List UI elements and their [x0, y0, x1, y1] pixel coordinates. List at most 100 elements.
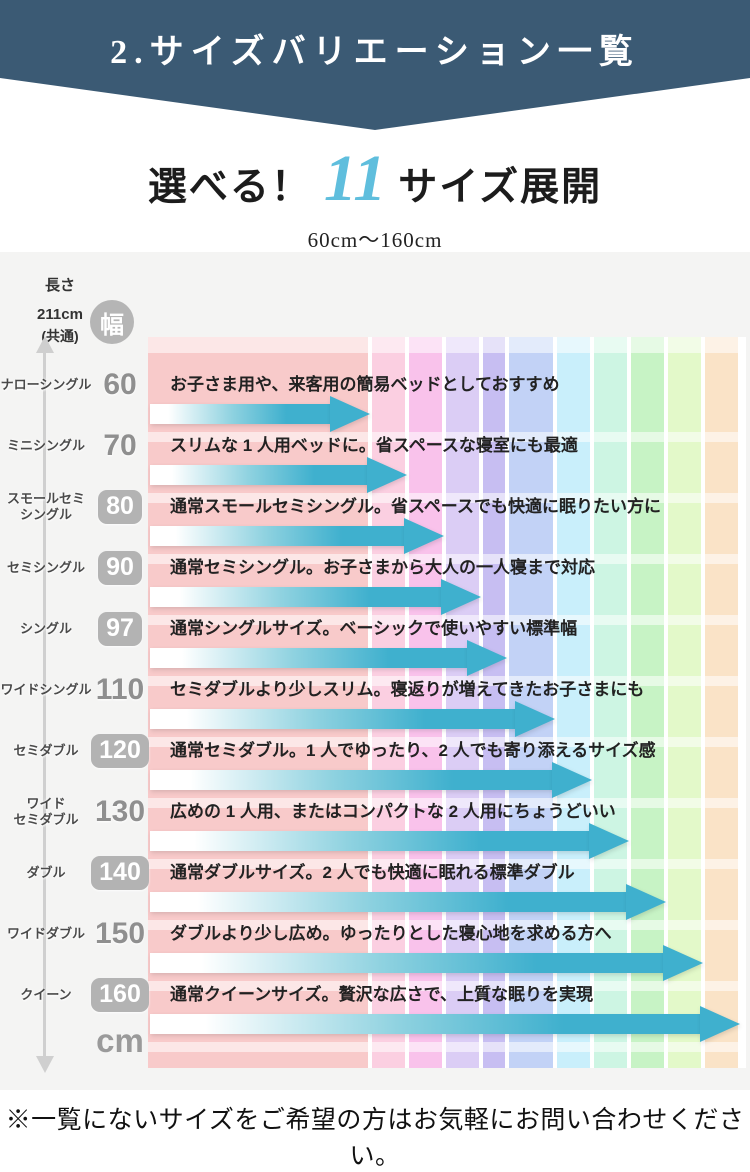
- size-arrow-shaft: [150, 831, 591, 851]
- size-arrow-head-icon: [404, 518, 444, 554]
- chart-stripe-130cm: [594, 337, 627, 1068]
- size-name-label: ワイド セミダブル: [0, 792, 92, 832]
- size-description: 通常セミシングル。お子さまから大人の一人寝まで対応: [170, 558, 595, 577]
- size-arrow-shaft: [150, 587, 443, 607]
- size-arrow-shaft: [150, 1014, 702, 1034]
- size-width-value: 130: [94, 795, 146, 828]
- size-count-number: 11: [323, 142, 387, 215]
- size-arrow-shaft: [150, 770, 554, 790]
- size-name-line: セミシングル: [6, 560, 85, 575]
- length-axis-unit: cm: [61, 306, 83, 323]
- size-width-value-boxed: 97: [98, 612, 142, 646]
- row-separator: [148, 554, 746, 564]
- size-arrow-head-icon: [467, 640, 507, 676]
- size-count-heading: 選べる！ 11 サイズ展開: [0, 146, 750, 218]
- section-banner-title: 2.サイズバリエーション一覧: [110, 34, 640, 71]
- vertical-length-arrow-shaft: [43, 352, 46, 1058]
- size-width-value: 150: [94, 917, 146, 950]
- size-name-line: シングル: [19, 507, 72, 522]
- size-arrow-head-icon: [330, 396, 370, 432]
- size-arrow-head-icon: [515, 701, 555, 737]
- size-description: 通常ダブルサイズ。2 人でも快適に眠れる標準ダブル: [170, 863, 575, 882]
- size-width-value-wrap: 110: [92, 670, 148, 710]
- size-width-value-wrap: 70: [92, 426, 148, 466]
- size-width-value-boxed: 80: [98, 490, 142, 524]
- chart-stripe-80cm: [409, 337, 442, 1068]
- chart-top-strip: [148, 337, 746, 353]
- size-width-value-wrap: 80: [92, 487, 148, 527]
- size-arrow-shaft: [150, 892, 628, 912]
- size-description: 通常スモールセミシングル。省スペースでも快適に眠りたい方に: [170, 497, 661, 516]
- size-width-value-wrap: 150: [92, 914, 148, 954]
- row-separator: [148, 615, 746, 625]
- size-arrow-shaft: [150, 526, 406, 546]
- vertical-length-arrow-down-icon: [36, 1056, 54, 1073]
- length-axis-label: 長さ: [44, 277, 75, 294]
- row-separator: [148, 798, 746, 808]
- size-arrow-shaft: [150, 709, 517, 729]
- size-name-line: セミダブル: [13, 743, 79, 758]
- chart-stripe-140cm: [631, 337, 664, 1068]
- size-name-line: ダブル: [26, 865, 66, 880]
- size-name-label: ダブル: [0, 853, 92, 893]
- size-name-line: ミニシングル: [6, 438, 85, 453]
- size-arrow-shaft: [150, 465, 369, 485]
- size-name-line: ナローシングル: [0, 377, 92, 392]
- row-separator: [148, 859, 746, 869]
- heading-suffix: サイズ展開: [398, 166, 603, 209]
- size-description: セミダブルより少しスリム。寝返りが増えてきたお子さまにも: [170, 680, 645, 699]
- size-description: 通常セミダブル。1 人でゆったり、2 人でも寄り添えるサイズ感: [170, 741, 656, 760]
- size-width-value-wrap: 140: [91, 853, 149, 893]
- size-description: 通常シングルサイズ。ベーシックで使いやすい標準幅: [170, 619, 578, 638]
- row-separator: [148, 737, 746, 747]
- row-separator: [148, 981, 746, 991]
- size-description: スリムな 1 人用ベッドに。省スペースな寝室にも最適: [170, 436, 578, 455]
- size-name-line: ワイドシングル: [0, 682, 92, 697]
- size-width-value: 60: [103, 368, 137, 401]
- size-width-value: 70: [103, 429, 137, 462]
- length-axis-number: 211: [37, 306, 62, 323]
- size-description: ダブルより少し広め。ゆったりとした寝心地を求める方へ: [170, 924, 612, 943]
- size-arrow-head-icon: [663, 945, 703, 981]
- size-name-line: スモールセミ: [6, 491, 85, 506]
- size-name-label: ワイドシングル: [0, 670, 92, 710]
- row-separator: [148, 1042, 746, 1052]
- heading-prefix: 選べる！: [147, 166, 312, 209]
- length-axis-value: 211cm: [8, 295, 112, 326]
- size-name-label: ミニシングル: [0, 426, 92, 466]
- size-name-label: ワイドダブル: [0, 914, 92, 954]
- size-width-value: 110: [95, 673, 145, 706]
- size-width-value-boxed: 140: [91, 856, 149, 890]
- size-name-line: ワイドダブル: [6, 926, 85, 941]
- size-arrow-shaft: [150, 648, 469, 668]
- size-name-line: クイーン: [20, 987, 72, 1002]
- size-name-label: ナローシングル: [0, 365, 92, 405]
- size-arrow-head-icon: [626, 884, 666, 920]
- size-arrow-head-icon: [367, 457, 407, 493]
- size-range-subtitle: 60cm〜160cm: [307, 228, 443, 252]
- size-arrow-head-icon: [700, 1006, 740, 1042]
- chart-stripe-160cm: [705, 337, 738, 1068]
- size-name-line: シングル: [19, 621, 72, 636]
- size-name-label: セミダブル: [0, 731, 92, 771]
- chart-stripe-60cm: [148, 337, 368, 1068]
- size-name-label: クイーン: [0, 975, 92, 1015]
- size-width-value-wrap: 60: [92, 365, 148, 405]
- width-axis-badge: 幅: [90, 300, 134, 344]
- row-separator: [148, 493, 746, 503]
- size-description: 通常クイーンサイズ。贅沢な広さで、上質な眠りを実現: [170, 985, 593, 1004]
- size-width-value-wrap: 160: [91, 975, 149, 1015]
- width-unit-label: cm: [96, 1022, 144, 1059]
- size-description: 広めの 1 人用、またはコンパクトな 2 人用にちょうどいい: [170, 802, 616, 821]
- size-name-label: シングル: [0, 609, 92, 649]
- size-arrow-head-icon: [441, 579, 481, 615]
- size-width-value-boxed: 90: [98, 551, 142, 585]
- size-width-value-wrap: 90: [92, 548, 148, 588]
- size-width-value-boxed: 160: [91, 978, 149, 1012]
- size-arrow-head-icon: [589, 823, 629, 859]
- size-description: お子さま用や、来客用の簡易ベッドとしておすすめ: [170, 375, 560, 394]
- vertical-length-arrow-up-icon: [36, 336, 54, 353]
- size-name-label: セミシングル: [0, 548, 92, 588]
- size-width-value-wrap: 130: [92, 792, 148, 832]
